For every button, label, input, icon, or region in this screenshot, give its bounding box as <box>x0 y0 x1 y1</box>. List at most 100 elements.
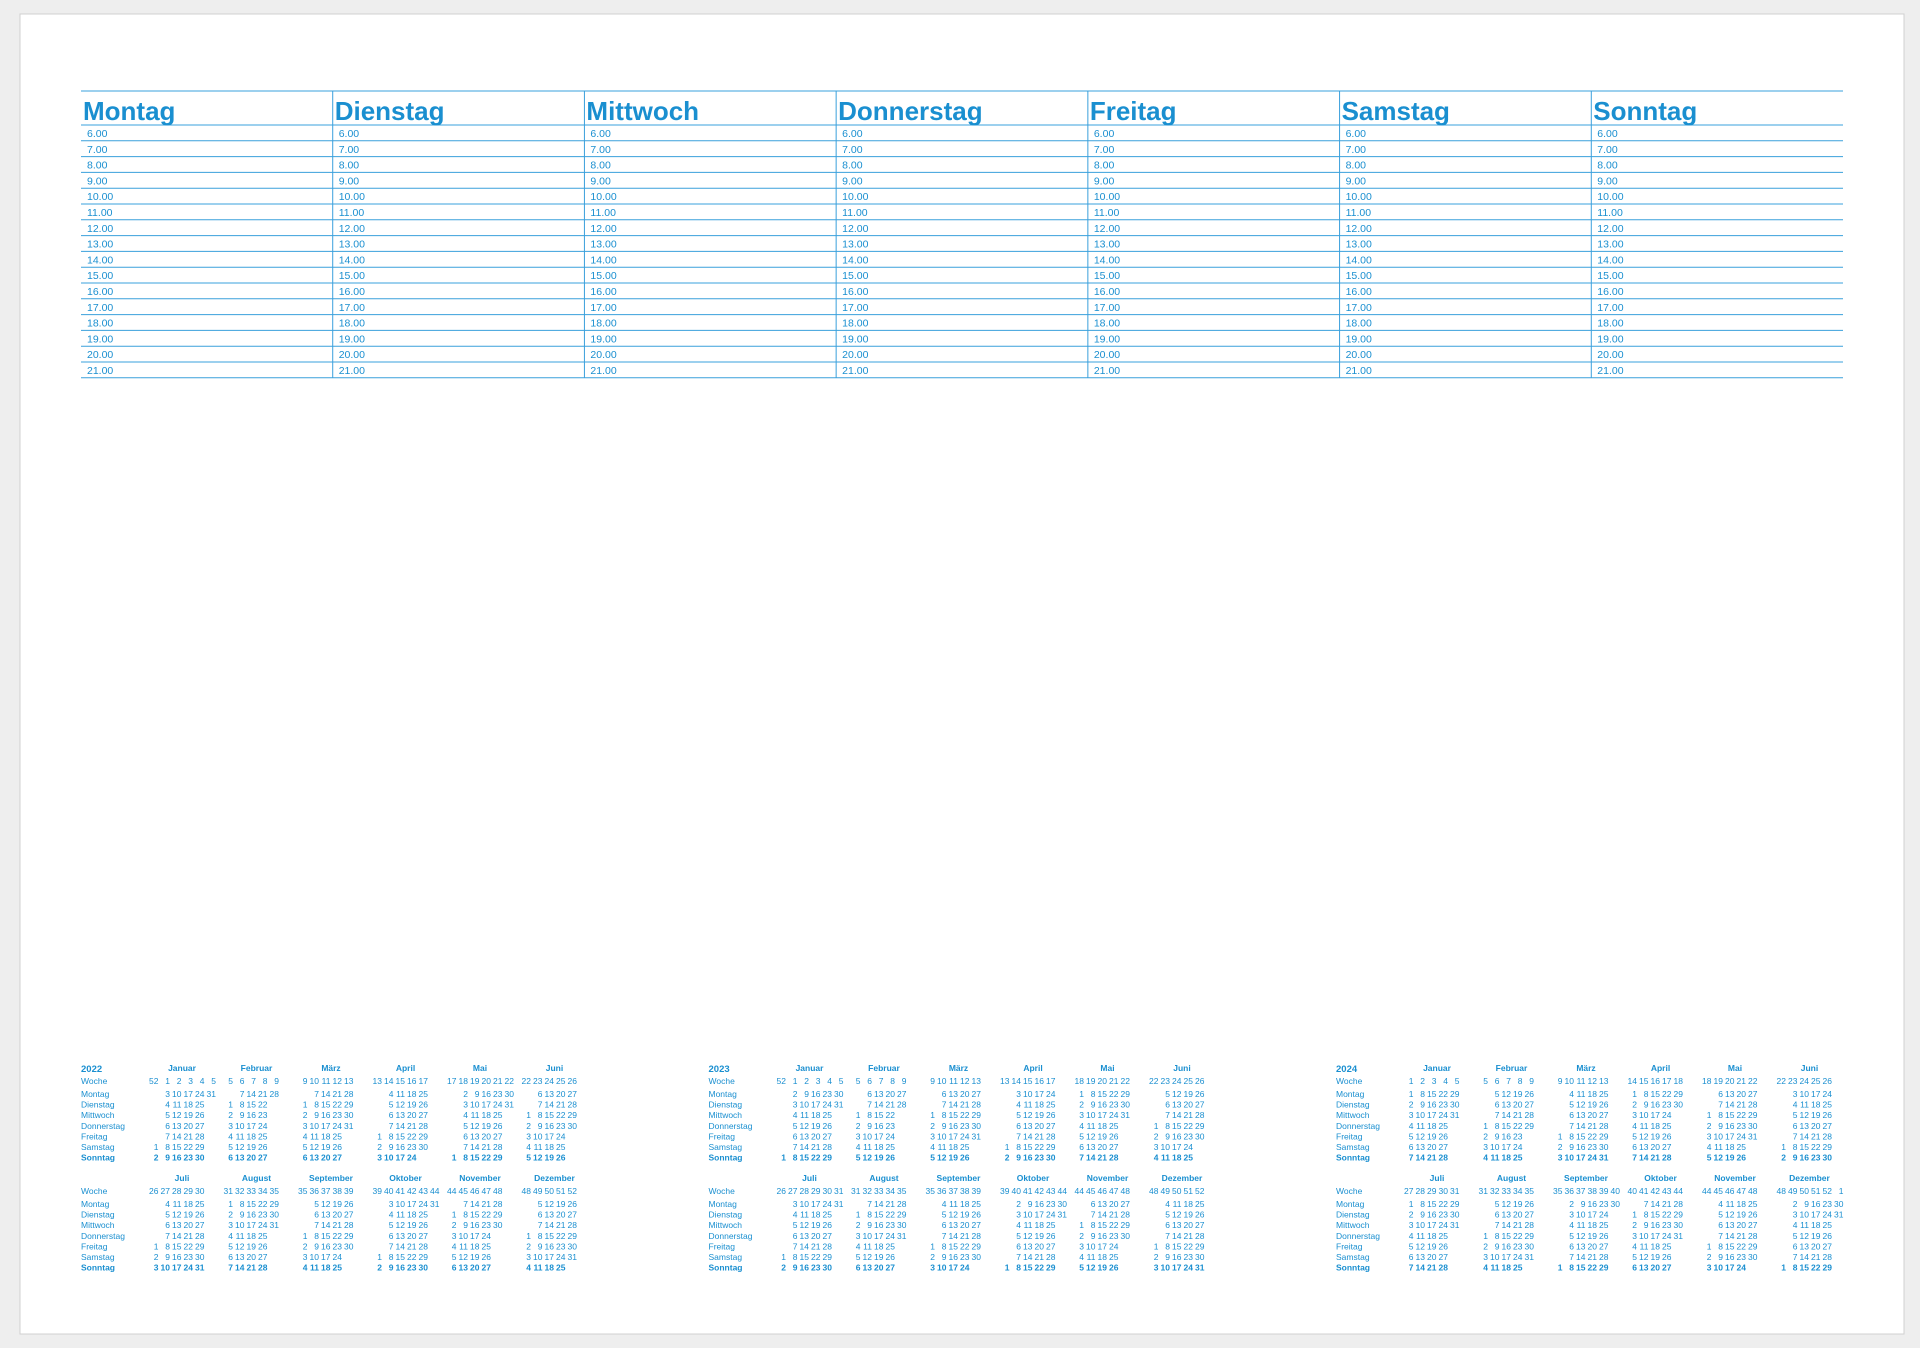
day-number: 28 <box>270 1089 280 1099</box>
day-number: 4 <box>1154 1153 1159 1163</box>
day-number: 17 <box>321 1121 331 1131</box>
day-number: 18 <box>1098 1252 1108 1262</box>
day-number: 29 <box>897 1210 907 1220</box>
day-number: 28 <box>1823 1252 1833 1262</box>
week-number: 25 <box>556 1076 566 1086</box>
day-number: 3 <box>1483 1142 1488 1152</box>
day-number: 20 <box>184 1220 194 1230</box>
year-label: 2022 <box>81 1064 102 1075</box>
day-number: 25 <box>972 1199 982 1209</box>
day-number: 1 <box>303 1100 308 1110</box>
day-number: 16 <box>1098 1100 1108 1110</box>
day-number: 19 <box>321 1142 331 1152</box>
day-number: 21 <box>556 1100 566 1110</box>
day-number: 17 <box>811 1199 821 1209</box>
day-number: 2 <box>1079 1100 1084 1110</box>
weekday-label: Freitag <box>709 1131 736 1141</box>
day-number: 4 <box>165 1199 170 1209</box>
day-number: 22 <box>407 1131 417 1141</box>
day-number: 3 <box>228 1220 233 1230</box>
day-number: 28 <box>258 1263 268 1273</box>
day-number: 18 <box>811 1210 821 1220</box>
day-number: 5 <box>856 1252 861 1262</box>
time-label: 11.00 <box>1094 207 1120 219</box>
day-number: 10 <box>396 1199 406 1209</box>
day-number: 9 <box>793 1263 798 1273</box>
day-number: 25 <box>333 1131 343 1141</box>
time-label: 10.00 <box>1094 191 1120 203</box>
day-number: 4 <box>1632 1121 1637 1131</box>
day-number: 17 <box>1651 1110 1661 1120</box>
day-number: 28 <box>1439 1263 1449 1273</box>
day-number: 22 <box>886 1110 896 1120</box>
weekday-label: Sonntag <box>709 1263 743 1273</box>
month-name: Oktober <box>1017 1173 1050 1183</box>
week-number: 5 <box>228 1076 233 1086</box>
day-number: 16 <box>874 1121 884 1131</box>
day-number: 10 <box>470 1100 480 1110</box>
day-number: 5 <box>1165 1210 1170 1220</box>
time-label: 21.00 <box>590 365 616 377</box>
week-number: 49 <box>533 1186 543 1196</box>
day-number: 1 <box>154 1241 159 1251</box>
day-number: 14 <box>1800 1131 1810 1141</box>
day-number: 31 <box>430 1199 440 1209</box>
day-number: 18 <box>1588 1220 1598 1230</box>
day-number: 29 <box>1121 1089 1131 1099</box>
time-label: 12.00 <box>1597 223 1623 235</box>
day-number: 13 <box>1023 1241 1033 1251</box>
month-name: November <box>459 1173 501 1183</box>
weekday-label: Donnerstag <box>1336 1121 1380 1131</box>
day-number: 2 <box>1154 1252 1159 1262</box>
day-number: 25 <box>493 1110 503 1120</box>
day-number: 19 <box>1035 1110 1045 1120</box>
day-number: 7 <box>1016 1252 1021 1262</box>
day-number: 3 <box>856 1131 861 1141</box>
day-number: 27 <box>1046 1121 1056 1131</box>
day-number: 9 <box>314 1110 319 1120</box>
time-label: 13.00 <box>842 239 868 251</box>
day-header: Freitag <box>1090 96 1177 126</box>
week-number: 28 <box>800 1186 810 1196</box>
week-number: 22 <box>1777 1076 1787 1086</box>
time-label: 17.00 <box>339 302 365 314</box>
day-number: 4 <box>452 1241 457 1251</box>
week-number: 9 <box>930 1076 935 1086</box>
day-number: 26 <box>1662 1252 1672 1262</box>
day-number: 27 <box>258 1252 268 1262</box>
day-number: 18 <box>184 1100 194 1110</box>
week-number: 35 <box>1553 1186 1563 1196</box>
day-number: 11 <box>1173 1199 1182 1209</box>
day-number: 6 <box>793 1131 798 1141</box>
day-number: 14 <box>545 1100 555 1110</box>
time-label: 6.00 <box>87 128 108 140</box>
week-number: 50 <box>545 1186 555 1196</box>
day-number: 21 <box>1513 1110 1523 1120</box>
time-label: 13.00 <box>339 239 365 251</box>
day-number: 13 <box>800 1131 810 1141</box>
month-name: Dezember <box>1789 1173 1830 1183</box>
time-label: 12.00 <box>1346 223 1372 235</box>
day-number: 29 <box>1046 1142 1056 1152</box>
day-number: 7 <box>314 1089 319 1099</box>
day-number: 27 <box>1439 1142 1449 1152</box>
day-number: 15 <box>545 1110 555 1120</box>
day-number: 26 <box>1662 1131 1672 1141</box>
week-number: 10 <box>937 1076 947 1086</box>
day-number: 13 <box>235 1153 245 1163</box>
day-number: 10 <box>800 1100 810 1110</box>
week-number: 46 <box>1098 1186 1108 1196</box>
time-label: 6.00 <box>842 128 863 140</box>
day-number: 26 <box>823 1121 833 1131</box>
day-number: 15 <box>1023 1263 1033 1273</box>
day-number: 18 <box>1811 1100 1821 1110</box>
day-number: 10 <box>161 1263 171 1273</box>
day-number: 1 <box>1558 1263 1563 1273</box>
day-number: 1 <box>1005 1263 1010 1273</box>
week-number: 3 <box>188 1076 193 1086</box>
day-number: 24 <box>1513 1142 1523 1152</box>
day-number: 28 <box>344 1220 354 1230</box>
day-number: 8 <box>240 1100 245 1110</box>
time-label: 6.00 <box>1094 128 1115 140</box>
day-number: 9 <box>1420 1100 1425 1110</box>
